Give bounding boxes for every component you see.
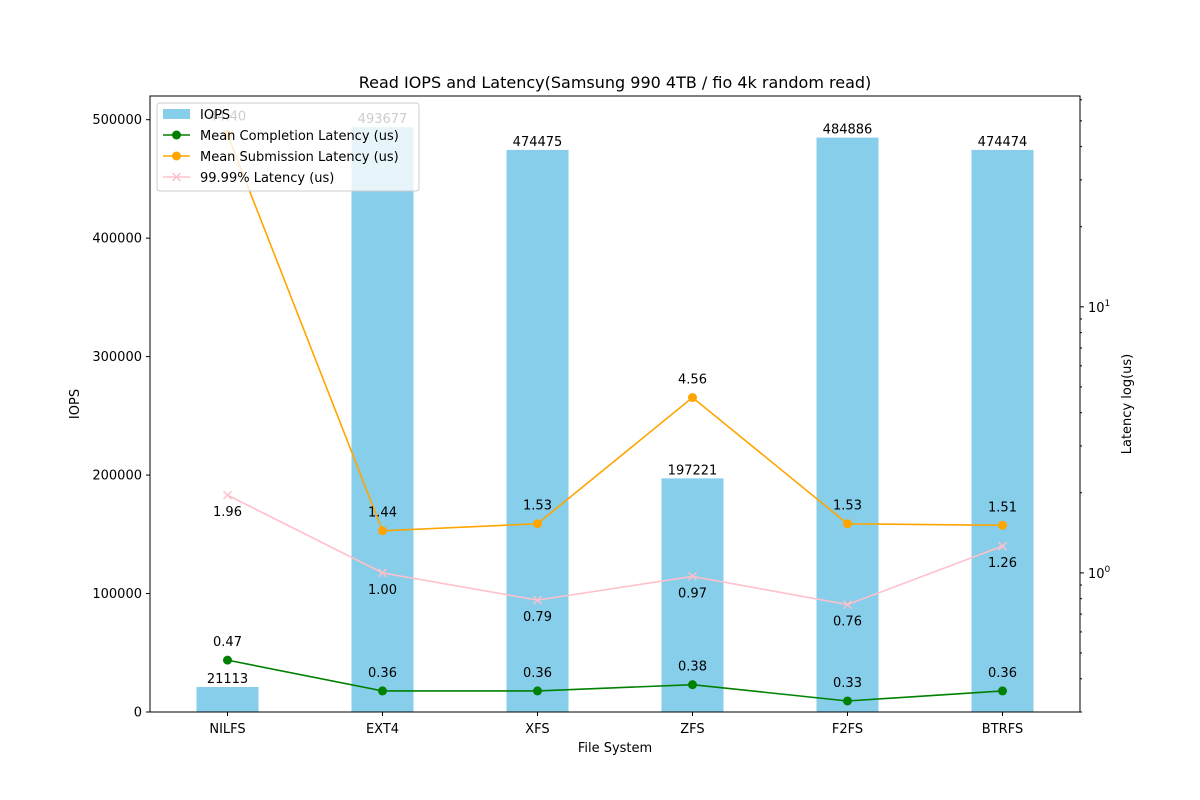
legend-swatch-completion [163, 130, 190, 140]
series-1-value-label: 4.56 [678, 373, 707, 388]
y-tick-label: 500000 [92, 113, 142, 128]
y2-tick-label: 100 [1088, 565, 1111, 582]
series-2-value-label: 0.79 [523, 610, 552, 625]
bar-xfs [506, 149, 569, 712]
series-1-value-label: 1.51 [988, 500, 1017, 515]
series-0-value-label: 0.36 [988, 666, 1017, 681]
legend-label-submission: Mean Submission Latency (us) [200, 150, 399, 165]
legend-swatch-marker [172, 151, 181, 161]
series-0-value-label: 0.36 [523, 666, 552, 681]
series-2-point-0-stroke-b [222, 490, 233, 500]
series-2-point-4-stroke-b [842, 600, 853, 610]
series-2-point-4 [842, 600, 853, 610]
series-1-point-1 [378, 526, 387, 536]
lines-layer [222, 130, 1008, 706]
legend-box [156, 102, 420, 192]
series-line-2 [227, 494, 1003, 606]
series-0-point-2 [533, 686, 542, 696]
x-tick-label: NILFS [209, 722, 245, 737]
series-1-value-label: 1.44 [368, 506, 397, 521]
series-2-value-label: 0.97 [678, 586, 707, 601]
series-1-point-4 [843, 519, 852, 529]
legend-swatch-marker [171, 172, 182, 182]
legend-label-completion: Mean Completion Latency (us) [200, 129, 399, 144]
x-tick-label: EXT4 [366, 722, 399, 737]
plot-frame [149, 95, 1081, 713]
x-tick-label: BTRFS [982, 722, 1023, 737]
bars-layer [196, 127, 1034, 713]
legend: IOPS Mean Completion Latency (us) Mean S… [156, 102, 420, 192]
series-0-point-1 [378, 686, 387, 696]
series-2-value-label: 1.96 [213, 505, 242, 520]
series-1-point-2 [533, 519, 542, 529]
series-2-point-2 [532, 595, 543, 605]
series-0-point-0 [223, 655, 232, 665]
chart-title: Read IOPS and Latency(Samsung 990 4TB / … [359, 73, 872, 92]
legend-label-iops: IOPS [200, 108, 230, 123]
series-0-value-label: 0.36 [368, 666, 397, 681]
series-2-point-5 [997, 541, 1008, 551]
axes-layer: NILFS EXT4 XFS ZFS F2FS BTRFS 0 100000 200000 300… [92, 99, 1111, 737]
y2-axis-label: Latency log(us) [1120, 354, 1135, 455]
series-0-value-label: 0.33 [833, 676, 862, 691]
series-2-point-1 [377, 568, 388, 578]
legend-swatch-iops [163, 109, 190, 119]
series-2-point-3 [687, 571, 698, 581]
bar-ext4 [351, 127, 414, 713]
legend-swatch-p9999 [163, 172, 190, 182]
bar-nilfs [196, 686, 259, 712]
series-2-point-2-stroke-b [532, 595, 543, 605]
series-1-value-label: 1.53 [523, 499, 552, 514]
y-tick-label: 0 [134, 706, 142, 721]
series-0-point-4 [843, 696, 852, 706]
series-2-value-label: 0.76 [833, 615, 862, 630]
series-2-value-label: 1.00 [368, 583, 397, 598]
y-tick-label: 300000 [92, 350, 142, 365]
y-tick-label: 100000 [92, 587, 142, 602]
bar-zfs [661, 478, 724, 712]
x-tick-label: ZFS [680, 722, 704, 737]
series-0-point-3 [688, 680, 697, 690]
bar-value-label: 474475 [513, 135, 563, 150]
bar-value-label: 484886 [823, 123, 873, 138]
x-tick-label: XFS [525, 722, 549, 737]
y-axis-label: IOPS [68, 389, 83, 419]
series-2-point-5-stroke-b [997, 541, 1008, 551]
series-0-value-label: 0.47 [213, 635, 242, 650]
x-tick-label: F2FS [832, 722, 863, 737]
series-line-0 [227, 659, 1003, 702]
y-tick-label: 200000 [92, 469, 142, 484]
labels-layer: 211134936774744751972214848864744740.470… [207, 110, 1028, 691]
series-line-1 [226, 134, 1003, 532]
series-2-value-label: 1.26 [988, 556, 1017, 571]
series-0-value-label: 0.38 [678, 660, 707, 675]
series-0-point-5 [998, 686, 1007, 696]
series-1-point-3 [688, 393, 697, 403]
bar-value-label: 197221 [668, 463, 718, 478]
legend-swatch-marker [172, 130, 181, 140]
bar-value-label: 474474 [978, 135, 1028, 150]
legend-swatch-marker-stroke-b [171, 172, 182, 182]
bar-value-label: 21113 [207, 672, 248, 687]
series-2-point-3-stroke-b [687, 571, 698, 581]
bar-f2fs [816, 137, 879, 713]
y-tick-label: 400000 [92, 232, 142, 247]
series-2-point-1-stroke-b [377, 568, 388, 578]
y2-tick-label: 101 [1088, 299, 1110, 316]
legend-swatch-submission [163, 151, 190, 161]
legend-label-p9999: 99.99% Latency (us) [200, 171, 334, 186]
x-axis-label: File System [578, 741, 652, 756]
series-1-point-5 [998, 520, 1007, 530]
series-1-value-label: 1.53 [833, 499, 862, 514]
bar-btrfs [971, 149, 1034, 713]
series-2-point-0 [222, 490, 233, 500]
